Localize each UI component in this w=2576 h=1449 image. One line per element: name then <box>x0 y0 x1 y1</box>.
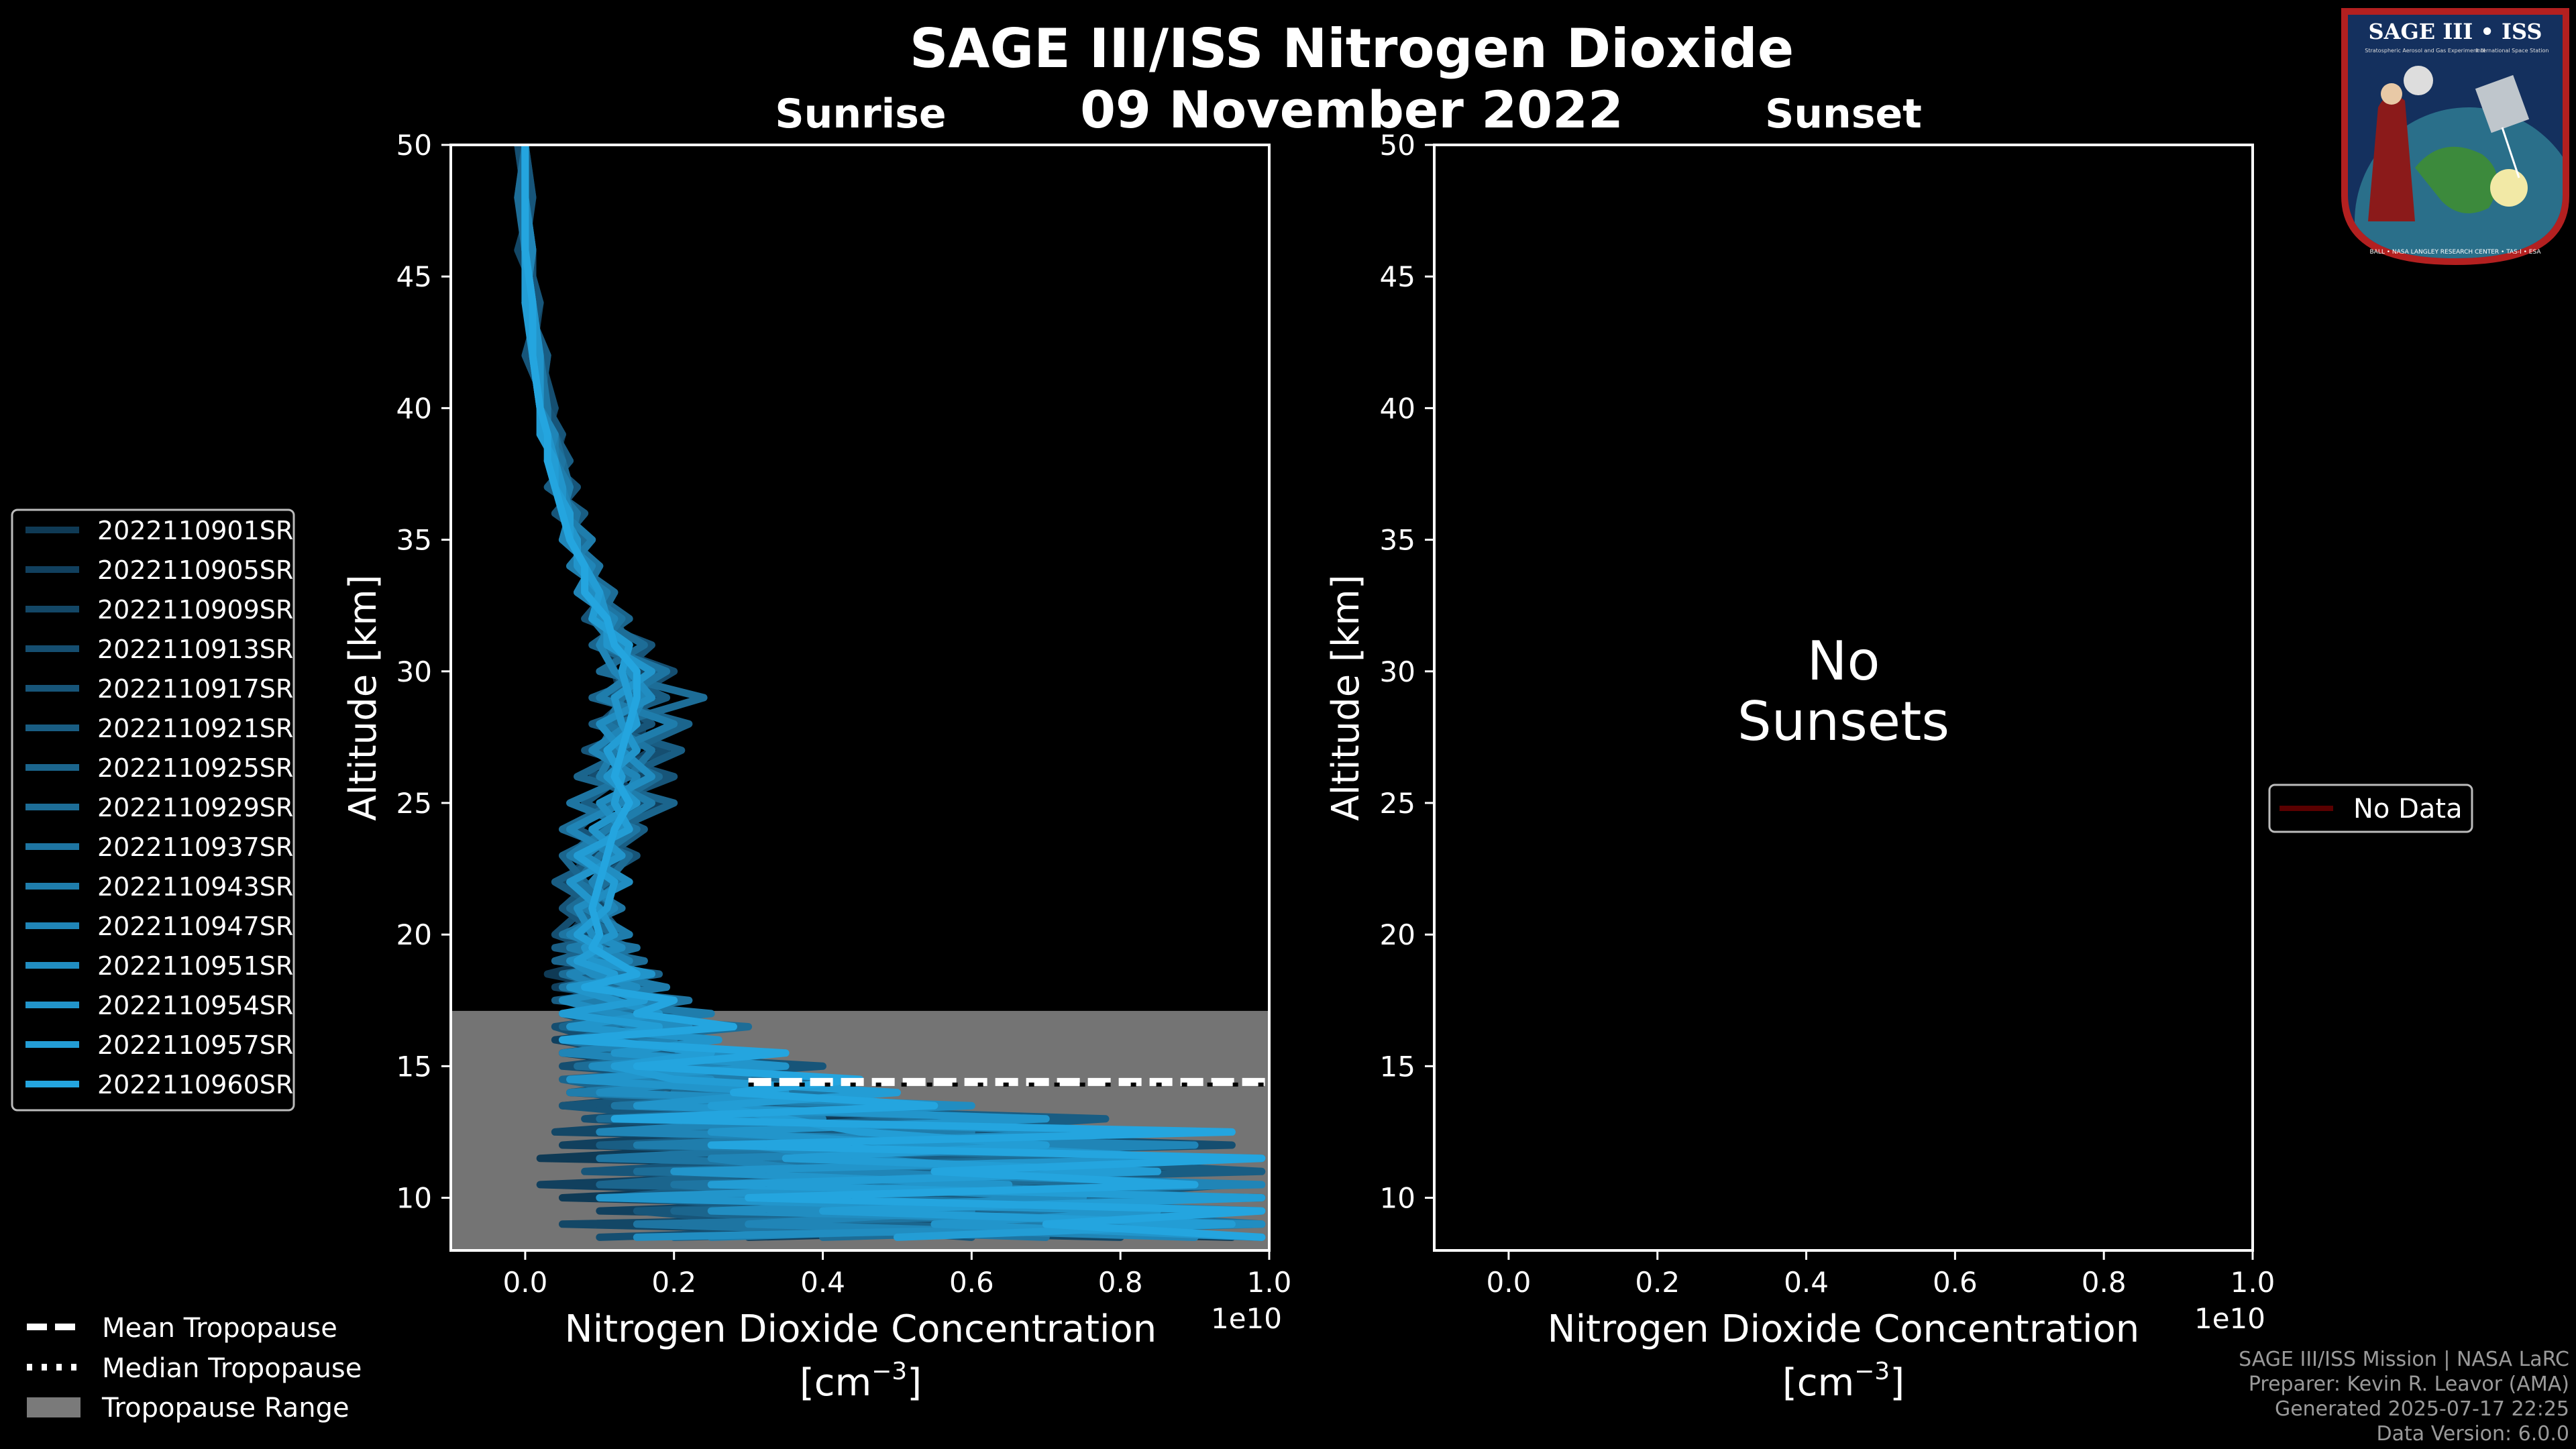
sunset-x-unit-close: ] <box>1890 1361 1904 1405</box>
sunset-y-tick-label: 35 <box>1380 524 1415 557</box>
legend-entry-label: 2022110921SR <box>97 714 293 743</box>
sunrise-x-unit-base: [cm <box>800 1361 871 1405</box>
sunrise-x-tick-label: 0.8 <box>1098 1266 1143 1299</box>
logo-title: SAGE III • ISS <box>2369 19 2542 44</box>
sunrise-y-tick-label: 45 <box>396 260 432 293</box>
credit-line-4: Data Version: 6.0.0 <box>2377 1422 2569 1446</box>
sage-iii-iss-logo: SAGE III • ISS Stratospheric Aerosol and… <box>2341 8 2569 265</box>
sunset-x-tick-label: 1.0 <box>2231 1266 2275 1299</box>
sunrise-x-unit-close: ] <box>907 1361 922 1405</box>
sunset-x-tick-label: 0.4 <box>1784 1266 1829 1299</box>
sunrise-y-tick-label: 25 <box>396 787 432 820</box>
sunrise-panel: 0.0 0.2 0.4 0.6 0.8 1.0 10 15 20 25 30 35 40 45 50 1e… <box>341 129 1291 1405</box>
sunset-y-tick-label: 10 <box>1380 1182 1415 1215</box>
sunrise-x-tick-label: 0.2 <box>651 1266 696 1299</box>
logo-right-text: International Space Station <box>2476 48 2549 54</box>
sunset-x-unit-base: [cm <box>1782 1361 1854 1405</box>
sunset-x-offset: 1e10 <box>2194 1302 2265 1335</box>
tropopause-range-legend-swatch <box>27 1397 80 1417</box>
credit-line-1: SAGE III/ISS Mission | NASA LaRC <box>2239 1348 2569 1371</box>
sunset-x-unit: [cm−3] <box>1782 1358 1904 1405</box>
tropopause-legend: Mean Tropopause Median Tropopause Tropop… <box>27 1313 362 1424</box>
legend-entry-label: 2022110951SR <box>97 951 293 981</box>
sunset-panel-title: Sunset <box>1765 91 1922 138</box>
sunset-no-data-line1: No <box>1807 630 1880 692</box>
sunset-y-tick-label: 25 <box>1380 787 1415 820</box>
sunrise-x-unit: [cm−3] <box>800 1358 922 1405</box>
astronomer-figure-icon <box>2368 95 2415 221</box>
credit-line-2: Preparer: Kevin R. Leavor (AMA) <box>2249 1373 2569 1396</box>
sunset-y-tick-label: 50 <box>1380 129 1415 162</box>
sunrise-y-label: Altitude [km] <box>341 574 385 820</box>
sunrise-x-unit-exp: −3 <box>871 1358 907 1385</box>
sunrise-y-tick-label: 30 <box>396 655 432 688</box>
sunrise-x-offset: 1e10 <box>1211 1302 1282 1335</box>
sunrise-x-tick-label: 0.4 <box>800 1266 845 1299</box>
series-line-2022110954SR <box>521 145 1266 1241</box>
logo-ring-text: BALL • NASA LANGLEY RESEARCH CENTER • TA… <box>2369 249 2541 256</box>
sunset-y-tick-label: 30 <box>1380 655 1415 688</box>
logo-subtitle: Stratospheric Aerosol and Gas Experiment… <box>2365 48 2485 54</box>
sunset-x-unit-exp: −3 <box>1854 1358 1890 1385</box>
legend-entry-label: 2022110917SR <box>97 674 293 704</box>
sunrise-plot-frame <box>449 144 1271 1252</box>
credit-line-3: Generated 2025-07-17 22:25 <box>2275 1397 2569 1421</box>
legend-entry-label: 2022110960SR <box>97 1070 293 1099</box>
tropopause-range-legend-label: Tropopause Range <box>101 1393 350 1424</box>
figure-title: SAGE III/ISS Nitrogen Dioxide <box>910 17 1794 80</box>
sunset-panel: 0.0 0.2 0.4 0.6 0.8 1.0 10 15 20 25 30 35 40 45 50 No… <box>1324 129 2473 1405</box>
sunset-x-tick-label: 0.2 <box>1635 1266 1680 1299</box>
legend-entry-label: 2022110925SR <box>97 753 293 783</box>
sunset-legend: No Data <box>2268 784 2473 833</box>
sunrise-x-tick-label: 0.6 <box>949 1266 994 1299</box>
sunrise-y-tick-label: 10 <box>396 1182 432 1215</box>
sunrise-y-tick-label: 50 <box>396 129 432 162</box>
sunrise-series-legend: 2022110901SR 2022110905SR 2022110909SR 2022… <box>11 508 295 1112</box>
legend-entry-label: 2022110957SR <box>97 1030 293 1060</box>
sunset-y-tick-label: 15 <box>1380 1050 1415 1083</box>
legend-entry-label: 2022110954SR <box>97 991 293 1020</box>
sunset-y-tick-label: 45 <box>1380 260 1415 293</box>
sunrise-panel-title: Sunrise <box>775 91 946 138</box>
sunset-no-data-line2: Sunsets <box>1737 690 1949 753</box>
legend-entry-label: 2022110913SR <box>97 635 293 664</box>
sunset-plot-frame <box>1433 144 2254 1252</box>
sunset-x-tick-label: 0.0 <box>1487 1266 1532 1299</box>
sunrise-y-tick-label: 20 <box>396 918 432 951</box>
sunrise-x-tick-label: 0.0 <box>503 1266 548 1299</box>
sunset-x-tick-label: 0.8 <box>2082 1266 2127 1299</box>
sunset-x-tick-label: 0.6 <box>1933 1266 1978 1299</box>
sunrise-y-tick-label: 15 <box>396 1050 432 1083</box>
sunrise-x-label: Nitrogen Dioxide Concentration <box>565 1307 1157 1351</box>
median-tropopause-legend-label: Median Tropopause <box>102 1353 362 1384</box>
sunset-y-label: Altitude [km] <box>1324 574 1368 820</box>
sunrise-y-tick-label: 40 <box>396 392 432 425</box>
figure-date: 09 November 2022 <box>1080 80 1623 140</box>
sunrise-series-group <box>514 145 1266 1241</box>
legend-entry-label: 2022110943SR <box>97 872 293 902</box>
legend-entry-label: 2022110909SR <box>97 595 293 625</box>
legend-entry-label: 2022110947SR <box>97 912 293 941</box>
legend-entry-label: 2022110937SR <box>97 833 293 862</box>
sunset-x-label: Nitrogen Dioxide Concentration <box>1548 1307 2140 1351</box>
legend-entry-label: 2022110901SR <box>97 516 293 545</box>
mean-tropopause-legend-label: Mean Tropopause <box>102 1313 337 1344</box>
legend-entry-label: 2022110905SR <box>97 555 293 585</box>
sunset-y-tick-label: 40 <box>1380 392 1415 425</box>
sunrise-y-tick-label: 35 <box>396 524 432 557</box>
credits-block: SAGE III/ISS Mission | NASA LaRC Prepare… <box>2239 1348 2569 1446</box>
legend-entry-label: 2022110929SR <box>97 793 293 822</box>
sunrise-x-tick-label: 1.0 <box>1247 1266 1292 1299</box>
series-line-2022110960SR <box>521 145 1266 1241</box>
no-data-legend-label: No Data <box>2353 794 2463 824</box>
sunset-y-tick-label: 20 <box>1380 918 1415 951</box>
